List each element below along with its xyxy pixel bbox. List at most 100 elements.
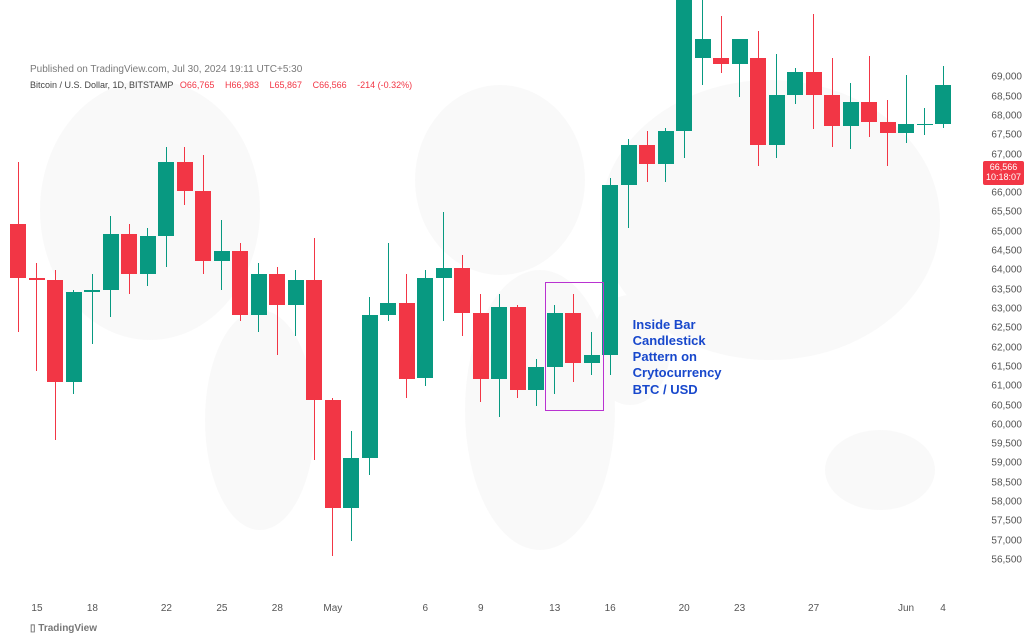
ohlc-change: -214 (-0.32%)	[357, 80, 412, 90]
x-tick: 15	[31, 603, 42, 614]
x-tick: 6	[423, 603, 429, 614]
candle-body	[158, 162, 174, 235]
candle-body	[362, 315, 378, 458]
candle-body	[621, 145, 637, 186]
candle-body	[380, 303, 396, 315]
chart-container[interactable]: Inside Bar CandlestickPattern on Crytocu…	[0, 0, 1024, 640]
x-tick: Jun	[898, 603, 914, 614]
x-tick: 20	[679, 603, 690, 614]
y-tick: 63,000	[991, 304, 1022, 315]
x-tick: 9	[478, 603, 484, 614]
x-tick: 25	[216, 603, 227, 614]
y-tick: 58,000	[991, 497, 1022, 508]
candle-wick	[869, 56, 870, 137]
candle-body	[917, 124, 933, 125]
candle-body	[898, 124, 914, 134]
y-tick: 61,000	[991, 381, 1022, 392]
y-tick: 64,500	[991, 246, 1022, 257]
candle-body	[436, 268, 452, 278]
candle-body	[29, 278, 45, 280]
candle-body	[417, 278, 433, 378]
x-tick: 28	[272, 603, 283, 614]
y-tick: 60,500	[991, 400, 1022, 411]
pair-name: Bitcoin / U.S. Dollar, 1D, BITSTAMP	[30, 80, 173, 90]
tradingview-watermark: ▯ TradingView	[30, 623, 97, 634]
y-tick: 69,000	[991, 72, 1022, 83]
annotation-text: Inside Bar CandlestickPattern on Crytocu…	[633, 317, 722, 398]
candle-body	[787, 72, 803, 95]
candle-body	[121, 234, 137, 275]
x-tick: 23	[734, 603, 745, 614]
candle-body	[713, 58, 729, 64]
candle-body	[103, 234, 119, 290]
candle-body	[47, 280, 63, 382]
candle-body	[880, 122, 896, 134]
candle-body	[306, 280, 322, 400]
candle-body	[658, 131, 674, 164]
y-tick: 60,000	[991, 419, 1022, 430]
candle-body	[288, 280, 304, 305]
ohlc-h: H66,983	[225, 80, 263, 90]
candle-wick	[924, 108, 925, 135]
y-tick: 62,500	[991, 323, 1022, 334]
x-axis: 1518222528May691316202327Jun4	[0, 600, 1024, 616]
ohlc-l: L65,867	[270, 80, 307, 90]
candle-body	[750, 58, 766, 145]
y-tick: 57,500	[991, 516, 1022, 527]
candle-body	[806, 72, 822, 95]
candle-body	[325, 400, 341, 508]
candle-wick	[443, 212, 444, 320]
x-tick: May	[323, 603, 342, 614]
candle-wick	[887, 100, 888, 166]
y-tick: 61,500	[991, 361, 1022, 372]
candle-body	[269, 274, 285, 305]
pair-line: Bitcoin / U.S. Dollar, 1D, BITSTAMP O66,…	[30, 80, 416, 90]
candle-body	[343, 458, 359, 508]
y-tick: 67,500	[991, 130, 1022, 141]
candle-body	[732, 39, 748, 64]
candle-body	[695, 39, 711, 58]
candle-body	[676, 0, 692, 131]
x-tick: 27	[808, 603, 819, 614]
candle-body	[84, 290, 100, 292]
y-tick: 62,000	[991, 342, 1022, 353]
candle-body	[861, 102, 877, 121]
y-tick: 57,000	[991, 535, 1022, 546]
ohlc-c: C66,566	[313, 80, 351, 90]
x-tick: 13	[549, 603, 560, 614]
annotation-box	[545, 282, 604, 411]
candle-body	[399, 303, 415, 378]
y-tick: 59,500	[991, 439, 1022, 450]
y-tick: 65,500	[991, 207, 1022, 218]
x-tick: 16	[605, 603, 616, 614]
candle-body	[473, 313, 489, 379]
y-tick: 66,000	[991, 188, 1022, 199]
candle-body	[510, 307, 526, 390]
candle-body	[769, 95, 785, 145]
published-line: Published on TradingView.com, Jul 30, 20…	[30, 64, 302, 75]
y-tick: 63,500	[991, 284, 1022, 295]
candle-body	[140, 236, 156, 275]
candle-wick	[92, 274, 93, 344]
candle-body	[843, 102, 859, 125]
candle-body	[528, 367, 544, 390]
candle-body	[251, 274, 267, 315]
candle-body	[177, 162, 193, 191]
last-price-tag: 66,56610:18:07	[983, 161, 1024, 185]
y-tick: 65,000	[991, 226, 1022, 237]
y-tick: 64,000	[991, 265, 1022, 276]
candle-body	[232, 251, 248, 315]
candle-body	[454, 268, 470, 312]
candle-body	[66, 292, 82, 383]
y-axis: 56,50057,00057,50058,00058,50059,00059,5…	[980, 0, 1024, 640]
candle-body	[214, 251, 230, 261]
candle-body	[824, 95, 840, 126]
y-tick: 67,000	[991, 149, 1022, 160]
candle-body	[935, 85, 951, 124]
y-tick: 68,000	[991, 110, 1022, 121]
ohlc-o: O66,765	[180, 80, 219, 90]
x-tick: 22	[161, 603, 172, 614]
candle-wick	[721, 16, 722, 74]
y-tick: 56,500	[991, 555, 1022, 566]
y-tick: 68,500	[991, 91, 1022, 102]
